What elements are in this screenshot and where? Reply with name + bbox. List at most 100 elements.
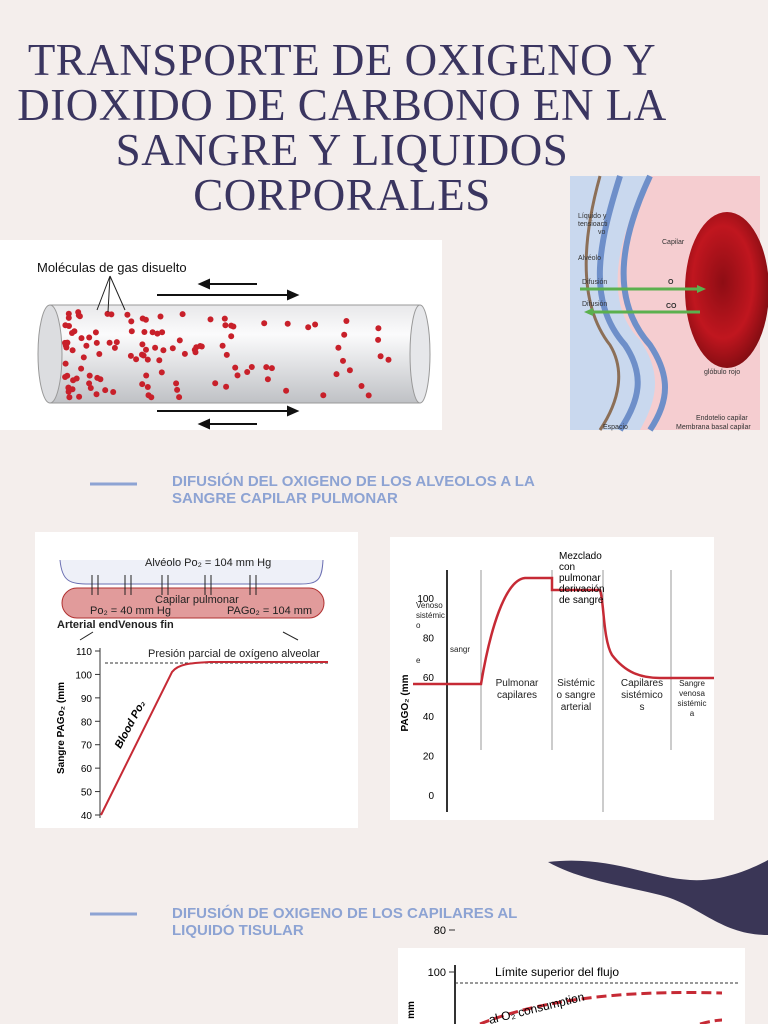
gas-molecule bbox=[86, 380, 93, 387]
gas-molecule bbox=[106, 339, 113, 346]
stage-label: Sangre bbox=[679, 679, 705, 688]
gas-molecule bbox=[154, 330, 161, 337]
gas-molecule bbox=[152, 344, 159, 351]
gas-molecule bbox=[268, 365, 275, 372]
y-tick-label: 100 bbox=[417, 594, 434, 605]
gas-molecule bbox=[176, 394, 183, 401]
membrane-label: Capilar bbox=[662, 239, 685, 246]
gas-molecule bbox=[263, 364, 270, 371]
y-tick-label: 50 bbox=[81, 788, 93, 799]
gas-molecule bbox=[228, 333, 235, 340]
gas-molecule bbox=[230, 323, 237, 330]
title-line: TRANSPORTE DE OXIGENO Y bbox=[28, 35, 656, 85]
stage-label: s bbox=[640, 702, 645, 713]
gas-molecule bbox=[76, 393, 83, 400]
y-axis-label: mm bbox=[406, 1001, 417, 1019]
gas-molecule bbox=[102, 387, 109, 394]
mixing-label: pulmonar bbox=[559, 573, 601, 584]
stage-label: Sistémic bbox=[557, 678, 595, 689]
gas-molecule bbox=[86, 372, 93, 379]
title-line: SANGRE Y LIQUIDOS bbox=[116, 125, 569, 175]
gas-molecule bbox=[92, 329, 99, 336]
alveolar-figure: Alvéolo Po₂ = 104 mm Hg Capilar pulmonar… bbox=[35, 532, 358, 828]
y-tick-label: 70 bbox=[81, 741, 93, 752]
stage-label: sistémic bbox=[416, 611, 445, 620]
end-po2: PAGo₂ = 104 mm bbox=[227, 605, 312, 617]
gas-molecule bbox=[335, 344, 342, 351]
gas-molecule bbox=[385, 356, 392, 363]
gas-molecule bbox=[341, 331, 348, 338]
y-tick-label: 40 bbox=[81, 811, 93, 822]
y-tick-label: 100 bbox=[428, 967, 446, 979]
y-tick-label: 60 bbox=[81, 764, 93, 775]
tube-label: Moléculas de gas disuelto bbox=[37, 260, 187, 275]
gas-molecule bbox=[305, 324, 312, 331]
gas-molecule bbox=[365, 392, 372, 399]
y-tick-label: 20 bbox=[423, 752, 435, 763]
membrane-label: vo bbox=[598, 229, 606, 236]
stage-label: o sangre bbox=[557, 690, 596, 701]
y-tick-label: 60 bbox=[423, 673, 435, 684]
gas-molecule bbox=[169, 345, 176, 352]
gas-molecule bbox=[111, 344, 118, 351]
start-po2: Po₂ = 40 mm Hg bbox=[90, 605, 171, 617]
gas-molecule bbox=[156, 357, 163, 364]
decoration bbox=[548, 860, 768, 935]
membrane-label: Alvéolo bbox=[578, 255, 601, 262]
membrane-label: Líquido y bbox=[578, 213, 607, 220]
gas-molecule bbox=[139, 381, 146, 388]
gas-molecule bbox=[93, 339, 100, 346]
gas-molecule bbox=[346, 367, 353, 374]
gas-molecule bbox=[158, 369, 165, 376]
gas-molecule bbox=[93, 391, 100, 398]
gas-molecule bbox=[139, 341, 146, 348]
gas-molecule bbox=[65, 314, 72, 321]
stage-label: e bbox=[416, 656, 421, 665]
gas-molecule bbox=[64, 372, 71, 379]
y-tick-label: 80 bbox=[423, 633, 435, 644]
gas-molecule bbox=[148, 394, 155, 401]
gas-molecule bbox=[192, 349, 199, 356]
gas-molecule bbox=[333, 371, 340, 378]
gas-molecule bbox=[375, 336, 382, 343]
membrane-label: Endotelio capilar bbox=[696, 415, 748, 422]
gas-molecule bbox=[62, 360, 69, 367]
membrane-figure: Líquido y tensioacti vo Alvéolo Difusión… bbox=[570, 174, 768, 432]
section-heading: DIFUSIÓN DE OXIGENO DE LOS CAPILARES AL bbox=[172, 904, 517, 922]
y-axis-label: PAGO₂ (mm bbox=[400, 674, 411, 731]
gas-molecule bbox=[174, 386, 181, 393]
membrane-label: Difusión bbox=[582, 301, 607, 308]
gas-molecule bbox=[219, 342, 226, 349]
gas-molecule bbox=[86, 334, 93, 341]
gas-molecule bbox=[71, 328, 78, 335]
y-tick-label: 110 bbox=[76, 647, 92, 658]
gas-molecule bbox=[320, 392, 327, 399]
gas-molecule bbox=[124, 311, 131, 318]
gas-molecule bbox=[75, 309, 82, 316]
membrane-label: Difusión bbox=[582, 279, 607, 286]
y-tick-label: 100 bbox=[75, 670, 92, 681]
stage-label: sistémic bbox=[678, 699, 707, 708]
gas-molecule bbox=[377, 353, 384, 360]
stage-label: capilares bbox=[497, 690, 537, 701]
gas-molecule bbox=[141, 329, 148, 335]
gas-molecule bbox=[232, 364, 239, 371]
gas-molecule bbox=[110, 389, 117, 395]
gas-molecule bbox=[143, 372, 150, 379]
mixing-label: Mezclado bbox=[559, 551, 602, 562]
gas-molecule bbox=[133, 356, 140, 363]
mixing-label: con bbox=[559, 562, 575, 573]
gas-molecule bbox=[283, 387, 290, 394]
title-line: DIOXIDO DE CARBONO EN LA bbox=[17, 80, 666, 130]
y-axis-label: Sangre PAGo₂ (mm bbox=[56, 682, 67, 774]
gas-molecule bbox=[159, 329, 166, 336]
section-heading: SANGRE CAPILAR PULMONAR bbox=[172, 490, 398, 507]
gas-molecule bbox=[179, 311, 186, 318]
gas-molecule bbox=[312, 321, 319, 328]
stage-label: arterial bbox=[561, 702, 592, 713]
gas-molecule bbox=[223, 351, 230, 358]
y-tick-label: 0 bbox=[428, 791, 434, 802]
gas-molecule bbox=[96, 351, 103, 357]
stage-label: sangr bbox=[450, 645, 470, 654]
